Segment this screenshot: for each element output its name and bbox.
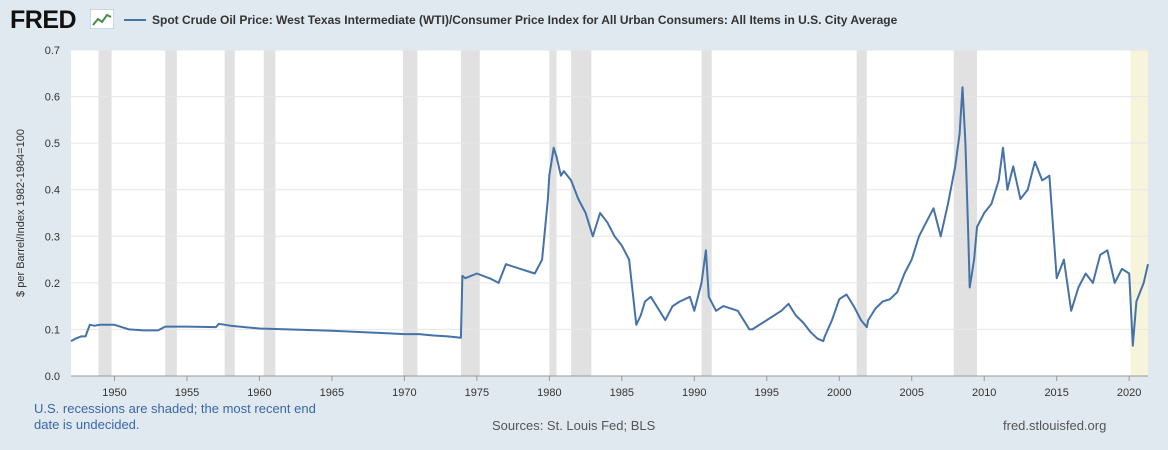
y-tick-label: 0.2 (45, 278, 60, 290)
recession-band (224, 50, 235, 376)
y-tick-label: 0.4 (45, 185, 60, 197)
x-tick-label: 2010 (972, 387, 996, 399)
recession-note: U.S. recessions are shaded; the most rec… (34, 401, 316, 432)
x-tick-label: 1970 (392, 387, 416, 399)
recession-band (701, 50, 712, 376)
recession-band (549, 50, 557, 376)
recession-band (953, 50, 977, 376)
line-chart-icon (90, 9, 114, 29)
recession-band-undecided (1130, 50, 1148, 376)
y-tick-labels: 0.0 0.1 0.2 0.3 0.4 0.5 0.6 0.7 (45, 45, 60, 383)
x-tick-label: 1955 (175, 387, 199, 399)
x-tick-label: 2015 (1044, 387, 1068, 399)
recession-shading (98, 50, 1148, 376)
x-tick-label: 1950 (102, 387, 126, 399)
sources-text: Sources: St. Louis Fed; BLS (492, 418, 656, 433)
y-tick-label: 0.3 (45, 231, 60, 243)
recession-band (263, 50, 276, 376)
recession-band (571, 50, 592, 376)
recession-band (98, 50, 112, 376)
x-tick-label: 2005 (899, 387, 923, 399)
fred-logo[interactable]: FRED (10, 6, 77, 34)
y-tick-label: 0.5 (45, 138, 60, 150)
x-tick-label: 1975 (465, 387, 489, 399)
x-tick-label: 2000 (827, 387, 851, 399)
x-tick-label: 1990 (682, 387, 706, 399)
legend-label: Spot Crude Oil Price: West Texas Interme… (152, 13, 898, 27)
x-tick-label: 1995 (755, 387, 779, 399)
y-tick-label: 0.1 (45, 324, 60, 336)
x-tick-label: 2020 (1117, 387, 1141, 399)
chart-legend[interactable]: Spot Crude Oil Price: West Texas Interme… (124, 13, 897, 27)
y-tick-label: 0.6 (45, 92, 60, 104)
x-tick-label: 1980 (537, 387, 561, 399)
x-tick-labels: 1950 1955 1960 1965 1970 1975 1980 1985 1990 1995… (102, 376, 1141, 399)
site-link[interactable]: fred.stlouisfed.org (1003, 418, 1107, 433)
y-tick-label: 0.0 (45, 371, 60, 383)
y-axis-label: $ per Barrel/Index 1982-1984=100 (15, 129, 27, 297)
legend-swatch (124, 18, 146, 21)
series-line (70, 86, 1149, 347)
x-tick-label: 1965 (320, 387, 344, 399)
recession-band (165, 50, 177, 376)
x-tick-label: 1960 (247, 387, 271, 399)
recession-band (460, 50, 480, 376)
x-tick-label: 1985 (610, 387, 634, 399)
recession-band (856, 50, 867, 376)
y-tick-label: 0.7 (45, 45, 60, 57)
recession-band (402, 50, 418, 376)
